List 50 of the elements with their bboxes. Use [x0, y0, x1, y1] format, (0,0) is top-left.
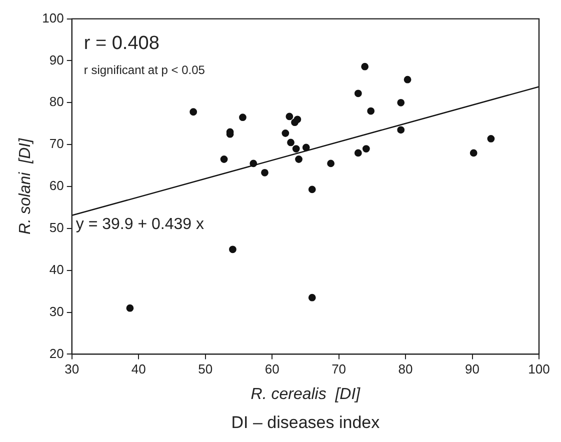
x-tick-label: 60 [264, 362, 280, 377]
point [308, 294, 316, 302]
point [354, 90, 362, 98]
point [327, 160, 335, 168]
y-tick-label: 80 [49, 94, 64, 110]
text: DI – diseases index [231, 413, 380, 432]
point [286, 112, 294, 120]
point [354, 149, 362, 157]
point [487, 135, 495, 142]
point [294, 116, 302, 124]
x-axis-title: R. cerealis [DI] [250, 386, 361, 403]
annotation: y = 39.9 + 0.439 x [76, 216, 204, 233]
x-tick-label: 30 [64, 362, 80, 377]
point [367, 107, 375, 115]
point [126, 304, 134, 312]
point [282, 130, 290, 137]
point [362, 145, 370, 152]
point [239, 114, 246, 122]
y-tick-label: 50 [49, 220, 64, 236]
point [404, 76, 412, 84]
point [470, 149, 478, 157]
y-tick-label: 90 [49, 52, 64, 68]
y-tick-label: 20 [49, 346, 64, 361]
point [295, 156, 302, 163]
y-tick-label: 40 [49, 262, 64, 277]
annotation: r = 0.408 [84, 32, 160, 54]
y-tick-label: 100 [42, 10, 64, 26]
y-tick-label: 30 [49, 304, 64, 319]
y-axis-title: R. solani [DI] [17, 138, 34, 235]
x-tick-label: 70 [332, 362, 346, 377]
point [261, 168, 268, 176]
annotation: r significant at p < 0.05 [84, 62, 206, 77]
point [287, 138, 294, 146]
point [292, 145, 300, 152]
point [250, 160, 258, 168]
x-tick-label: 40 [131, 362, 146, 377]
point [397, 98, 405, 106]
point [361, 62, 369, 70]
y-tick-label: 60 [49, 178, 64, 194]
x-tick-label: 50 [198, 362, 213, 377]
point [397, 126, 405, 134]
y-tick-label: 70 [49, 136, 64, 152]
point [302, 144, 310, 152]
x-tick-label: 90 [465, 362, 480, 377]
point [220, 156, 228, 163]
x-tick-label: 80 [398, 362, 413, 377]
x-tick-label: 100 [528, 362, 550, 377]
point [190, 108, 198, 116]
point [308, 186, 316, 194]
point [229, 246, 236, 254]
